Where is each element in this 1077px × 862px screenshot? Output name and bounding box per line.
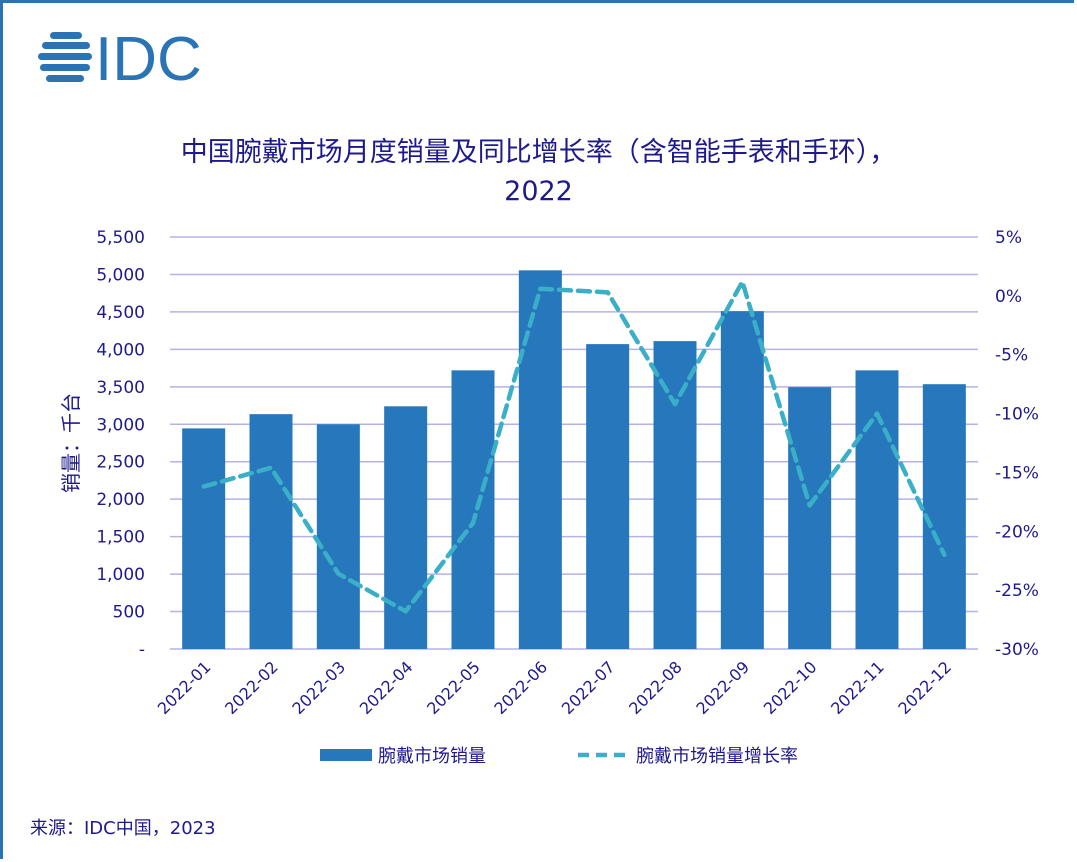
x-tick: 2022-08 xyxy=(625,657,686,718)
bar-2022-09 xyxy=(720,311,764,649)
y-right-tick: -20% xyxy=(995,522,1039,542)
x-tick: 2022-01 xyxy=(154,657,215,718)
logo-text: IDC xyxy=(95,25,202,94)
x-tick: 2022-11 xyxy=(827,657,888,718)
y-left-tick: 1,500 xyxy=(96,528,145,548)
y-right-tick: -30% xyxy=(995,640,1039,660)
legend-line-label: 腕戴市场销量增长率 xyxy=(636,746,798,767)
bar-2022-12 xyxy=(922,384,966,649)
source-note: 来源：IDC中国，2023 xyxy=(30,818,216,839)
y-left-tick: 2,500 xyxy=(96,453,145,473)
y-right-tick: -15% xyxy=(995,463,1039,483)
y-left-tick: 1,000 xyxy=(96,565,145,585)
y-left-tick: 5,000 xyxy=(96,265,145,285)
x-tick: 2022-09 xyxy=(692,657,753,718)
y-left-tick: 4,000 xyxy=(96,340,145,360)
logo-stripe xyxy=(38,53,92,60)
y-right-tick: -5% xyxy=(995,346,1028,366)
chart-title-line2: 2022 xyxy=(504,176,573,207)
bar-2022-01 xyxy=(182,428,226,649)
idc-logo: IDC xyxy=(38,25,202,94)
y-left-tick: 3,000 xyxy=(96,415,145,435)
y-left-tick: 5,500 xyxy=(96,228,145,248)
y-right-tick: -25% xyxy=(995,581,1039,601)
bar-2022-08 xyxy=(653,341,697,649)
x-tick: 2022-03 xyxy=(288,657,349,718)
x-tick: 2022-12 xyxy=(894,657,955,718)
bar-2022-06 xyxy=(518,270,562,649)
y-left-tick: - xyxy=(139,640,145,660)
y-right-tick: 5% xyxy=(995,228,1022,248)
logo-stripe xyxy=(40,64,90,71)
y-right-tick: 0% xyxy=(995,287,1022,307)
bar-2022-02 xyxy=(249,414,293,649)
bar-2022-10 xyxy=(788,387,832,649)
x-tick: 2022-04 xyxy=(356,657,417,718)
x-tick: 2022-10 xyxy=(760,657,821,718)
chart-title-line1: 中国腕戴市场月度销量及同比增长率（含智能手表和手环）， xyxy=(180,137,897,168)
logo-stripe xyxy=(50,32,82,39)
legend-bar-swatch xyxy=(320,749,372,761)
y-left-tick: 4,500 xyxy=(96,303,145,323)
legend-bar-label: 腕戴市场销量 xyxy=(378,746,486,767)
x-tick: 2022-05 xyxy=(423,657,484,718)
bar-2022-07 xyxy=(586,344,630,649)
y-right-tick: -10% xyxy=(995,405,1039,425)
x-tick: 2022-07 xyxy=(558,657,619,718)
x-tick: 2022-06 xyxy=(490,657,551,718)
y-left-tick: 2,000 xyxy=(96,490,145,510)
y-left-tick: 3,500 xyxy=(96,378,145,398)
growth-rate-line xyxy=(201,279,947,614)
bar-2022-05 xyxy=(451,370,495,649)
y-left-tick: 500 xyxy=(113,603,145,623)
logo-stripe xyxy=(42,42,90,49)
bar-2022-03 xyxy=(316,424,360,649)
logo-stripe xyxy=(46,75,84,82)
y-axis-label: 销量：千台 xyxy=(59,393,83,493)
x-tick: 2022-02 xyxy=(221,657,282,718)
